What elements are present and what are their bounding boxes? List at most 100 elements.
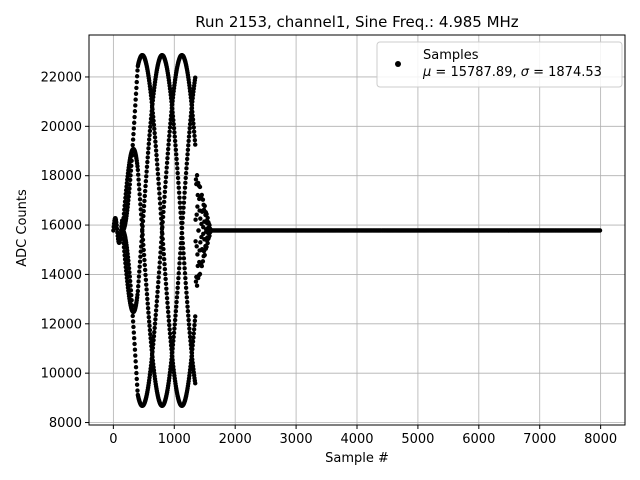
data-point [190,343,195,348]
data-point [171,330,177,336]
data-point [134,370,139,376]
data-point [148,331,153,337]
data-point [167,125,173,130]
x-tick-label: 2000 [219,432,252,447]
data-point [133,97,138,102]
data-point [151,361,156,367]
data-point [177,195,182,200]
data-point [194,283,200,288]
data-point [114,226,120,231]
data-point [189,105,195,111]
data-point [137,197,143,202]
data-point [150,349,155,354]
data-point [145,301,150,306]
data-point [148,124,153,129]
data-point [191,129,197,134]
data-point [131,336,137,341]
data-point [136,172,141,177]
data-point [140,229,145,234]
data-point [128,288,134,293]
data-point [172,138,178,144]
data-point [162,266,168,272]
data-point [175,285,180,291]
data-point [123,268,129,273]
data-point [158,250,163,255]
data-point [177,200,183,205]
data-point [137,187,142,192]
x-tick-label: 5000 [401,432,434,447]
data-point [174,304,179,309]
data-point [192,322,197,328]
x-tick-label: 0 [109,432,117,447]
data-point [170,342,176,347]
data-point [167,331,173,336]
data-point [153,317,158,322]
data-point [167,327,172,332]
data-point [175,166,180,171]
data-point [194,173,200,178]
data-point [174,156,179,162]
data-point [190,357,195,362]
data-point [133,359,138,364]
data-point [161,251,166,257]
data-point [166,314,171,319]
data-point [140,224,145,229]
data-point [200,197,206,202]
data-point [193,279,199,284]
data-point [151,94,156,100]
legend-marker [395,61,401,67]
data-point [200,259,206,264]
data-point [193,217,198,222]
data-point [161,209,166,215]
data-point [135,288,141,294]
data-point [160,236,165,242]
data-point [183,275,188,281]
data-point [171,121,176,127]
data-point [151,334,157,339]
data-point [134,79,139,85]
data-points [111,53,603,408]
data-point [145,155,150,160]
data-point [150,358,156,363]
data-point [126,194,131,199]
data-point [171,338,176,344]
data-point [191,331,196,336]
data-point [144,292,150,297]
data-point [176,271,181,276]
data-point [186,313,191,318]
data-point [136,182,142,187]
data-point [151,118,156,123]
data-point [170,102,175,107]
y-tick-label: 12000 [41,317,82,332]
data-point [195,192,200,198]
data-point [184,295,190,300]
data-point [173,308,179,314]
data-point [144,174,149,179]
data-point [151,114,156,120]
data-point [147,132,152,138]
data-point [182,261,187,266]
data-point [190,96,195,101]
data-point [166,142,171,147]
data-point [127,186,132,191]
data-point [152,130,157,136]
data-point [190,99,195,104]
data-point [157,260,162,265]
x-tick-label: 3000 [280,432,313,447]
data-point [187,121,193,127]
data-point [136,284,141,289]
data-point [191,121,196,126]
data-point [132,347,138,352]
data-point [172,317,178,323]
data-point [155,294,160,299]
data-point [136,279,141,284]
data-point [162,261,167,267]
data-point [165,309,171,315]
data-point [195,204,200,209]
data-point [195,252,200,257]
data-point [168,335,173,340]
data-point [187,334,193,340]
data-point [193,239,198,244]
data-point [131,330,137,335]
